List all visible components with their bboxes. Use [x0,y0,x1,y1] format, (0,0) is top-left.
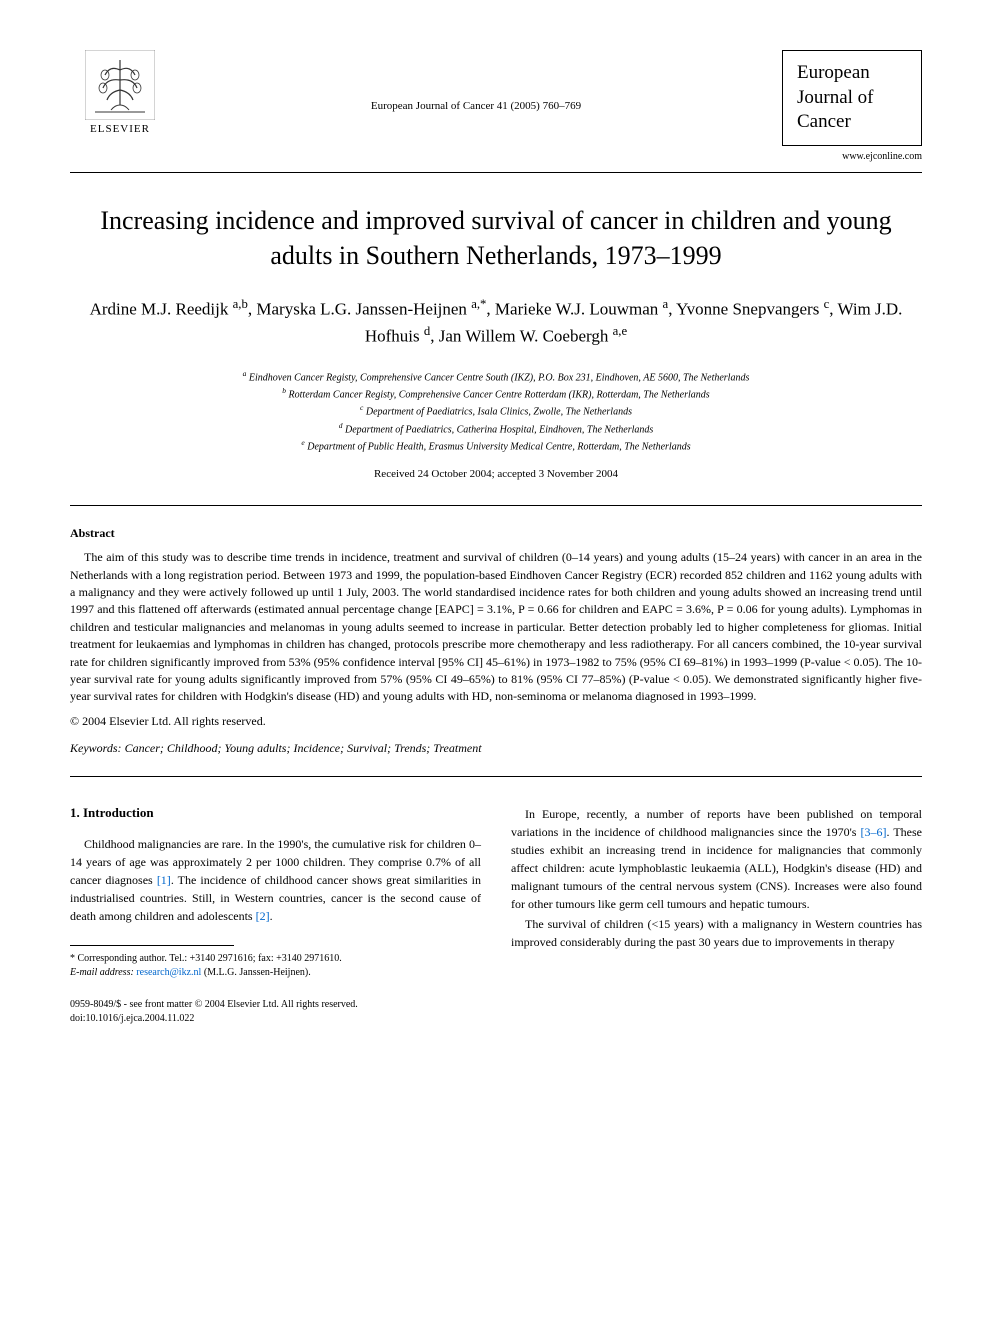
article-dates: Received 24 October 2004; accepted 3 Nov… [70,468,922,480]
author-affil: c [824,297,830,311]
elsevier-tree-icon [85,50,155,120]
corresponding-author-footnote: * Corresponding author. Tel.: +3140 2971… [70,952,481,980]
body-columns: 1. Introduction Childhood malignancies a… [70,805,922,1026]
left-column: 1. Introduction Childhood malignancies a… [70,805,481,1026]
affiliation-line: a Eindhoven Cancer Registy, Comprehensiv… [70,368,922,385]
abstract-text: The aim of this study was to describe ti… [70,549,922,706]
intro-para-2: In Europe, recently, a number of reports… [511,805,922,913]
doi-line: doi:10.1016/j.ejca.2004.11.022 [70,1012,481,1026]
authors-block: Ardine M.J. Reedijk a,b, Maryska L.G. Ja… [70,295,922,349]
citation-link[interactable]: [2] [256,909,270,923]
author-affil: a [663,297,669,311]
intro-para-3: The survival of children (<15 years) wit… [511,915,922,951]
author-affil: d [424,324,430,338]
affiliation-line: c Department of Paediatrics, Isala Clini… [70,402,922,419]
header-row: ELSEVIER European Journal of Cancer 41 (… [70,50,922,162]
article-title: Increasing incidence and improved surviv… [70,203,922,273]
citation-text: European Journal of Cancer 41 (2005) 760… [371,100,581,112]
citation-link[interactable]: [3–6] [860,825,886,839]
abstract-copyright: © 2004 Elsevier Ltd. All rights reserved… [70,714,922,729]
keywords-text: Cancer; Childhood; Young adults; Inciden… [125,741,482,755]
journal-title-line: Journal of [797,86,907,111]
email-link[interactable]: research@ikz.nl [136,967,201,978]
author: Jan Willem W. Coebergh [439,327,609,346]
journal-title-line: Cancer [797,110,907,135]
journal-title-container: European Journal of Cancer www.ejconline… [782,50,922,162]
intro-heading: 1. Introduction [70,805,481,821]
front-matter-line: 0959-8049/$ - see front matter © 2004 El… [70,998,481,1012]
citation-link[interactable]: [1] [157,873,171,887]
affiliation-line: e Department of Public Health, Erasmus U… [70,437,922,454]
author-affil: a,b [233,297,248,311]
abstract-bottom-rule [70,776,922,777]
publication-info: 0959-8049/$ - see front matter © 2004 El… [70,998,481,1026]
publisher-name: ELSEVIER [90,123,150,135]
author: Marieke W.J. Louwman [495,300,658,319]
journal-url: www.ejconline.com [782,151,922,162]
affiliation-line: b Rotterdam Cancer Registy, Comprehensiv… [70,385,922,402]
author: Yvonne Snepvangers [676,300,819,319]
header-rule [70,172,922,173]
right-column: In Europe, recently, a number of reports… [511,805,922,1026]
publisher-logo-section: ELSEVIER [70,50,170,135]
author: Ardine M.J. Reedijk [90,300,229,319]
journal-title-line: European [797,61,907,86]
footnote-contact: * Corresponding author. Tel.: +3140 2971… [70,952,481,966]
intro-para-1: Childhood malignancies are rare. In the … [70,835,481,925]
abstract-top-rule [70,505,922,506]
footnote-email-line: E-mail address: research@ikz.nl (M.L.G. … [70,966,481,980]
keywords-line: Keywords: Cancer; Childhood; Young adult… [70,741,922,756]
journal-title-box: European Journal of Cancer [782,50,922,146]
author-affil: a,* [471,297,486,311]
affiliation-line: d Department of Paediatrics, Catherina H… [70,420,922,437]
author: Maryska L.G. Janssen-Heijnen [256,300,467,319]
keywords-label: Keywords: [70,741,122,755]
footnote-rule [70,945,234,946]
author-affil: a,e [613,324,628,338]
abstract-heading: Abstract [70,526,922,541]
affiliations-block: a Eindhoven Cancer Registy, Comprehensiv… [70,368,922,455]
